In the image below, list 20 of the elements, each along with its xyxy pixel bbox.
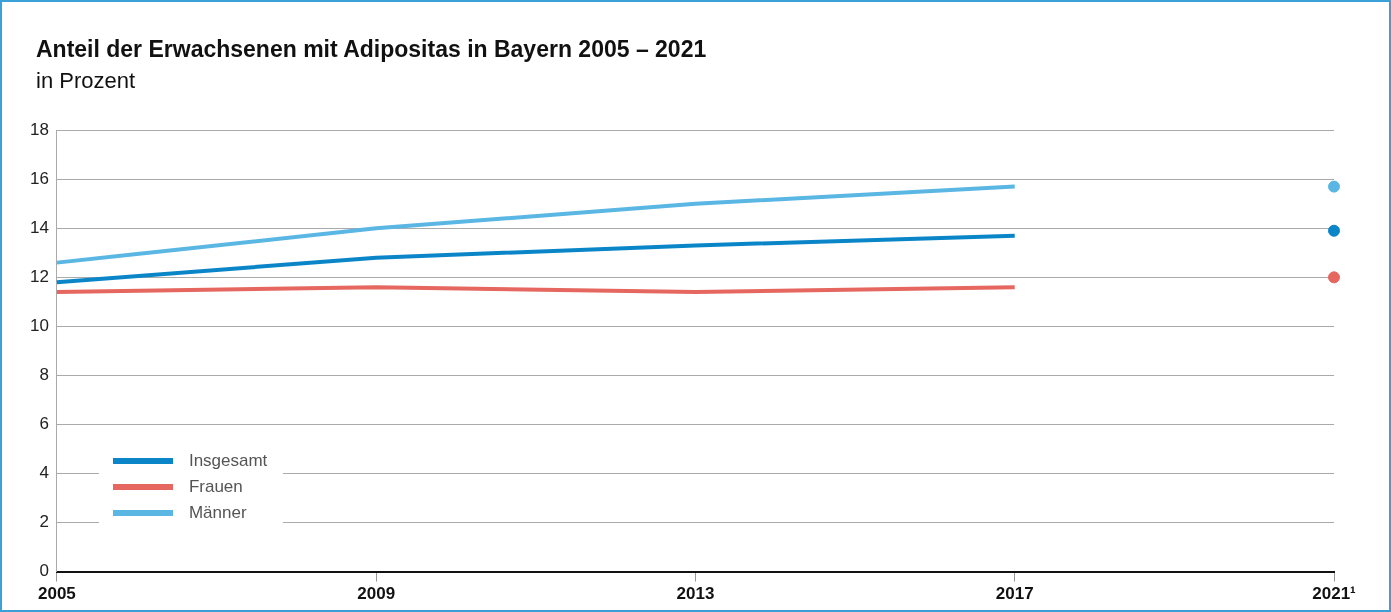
y-tick-label: 14 [29,217,49,237]
y-tick-label: 6 [39,414,49,434]
legend-label: Insgesamt [188,450,268,471]
x-tick-label: 2021¹ [1312,584,1357,604]
y-tick-label: 10 [29,316,49,336]
x-tick-label: 2017 [995,584,1034,604]
y-tick-label: 16 [29,168,49,188]
chart-subtitle: in Prozent [36,68,136,94]
y-tick-label: 2 [39,512,49,532]
x-tick-label: 2005 [38,584,76,604]
y-tick-label: 4 [39,463,49,483]
y-tick-label: 12 [29,267,49,287]
legend-label: Männer [188,502,247,523]
y-tick-label: 18 [29,119,49,139]
x-tick-label: 2009 [357,584,396,604]
y-tick-label: 0 [39,561,49,581]
chart-title: Anteil der Erwachsenen mit Adipositas in Bayern 2005 – 2021 [36,36,707,63]
legend-label: Frauen [188,476,243,497]
x-tick-label: 2013 [676,584,715,604]
y-tick-label: 8 [39,365,49,385]
